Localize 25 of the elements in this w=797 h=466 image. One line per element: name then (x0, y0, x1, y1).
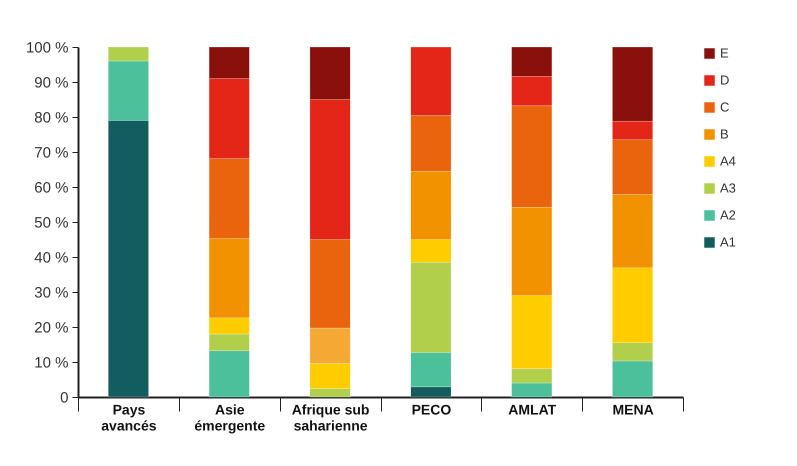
y-tick-label: 100 % (26, 40, 68, 56)
legend-label: A1 (720, 234, 736, 250)
x-tick-label: PECO (412, 402, 452, 418)
y-tick-label: 90 % (34, 74, 68, 92)
y-tick-label: 10 % (34, 354, 68, 372)
y-tick-label: 30 % (34, 284, 68, 302)
legend-label: A2 (720, 208, 736, 222)
legend-label: E (720, 46, 729, 60)
y-tick-label: 80 % (34, 110, 68, 126)
y-tick-label: 60 % (34, 180, 68, 196)
legend-label: B (720, 126, 729, 142)
y-tick-label: 0 (60, 390, 68, 406)
x-tick-label: Afrique sub saharienne (292, 402, 370, 434)
y-tick-label: 40 % (34, 250, 68, 266)
legend-label: A3 (720, 180, 736, 196)
legend-label: A4 (720, 154, 736, 168)
x-tick-label: AMLAT (508, 402, 557, 418)
x-tick-label: Pays avancés (101, 402, 157, 434)
y-tick-label: 20 % (34, 320, 68, 336)
legend-label: D (720, 72, 730, 88)
x-tick-label: MENA (612, 402, 654, 418)
x-tick-label: Asie émergente (194, 402, 266, 434)
y-tick-label: 50 % (34, 214, 68, 232)
y-tick-label: 70 % (34, 144, 68, 162)
legend-label: C (720, 100, 730, 114)
